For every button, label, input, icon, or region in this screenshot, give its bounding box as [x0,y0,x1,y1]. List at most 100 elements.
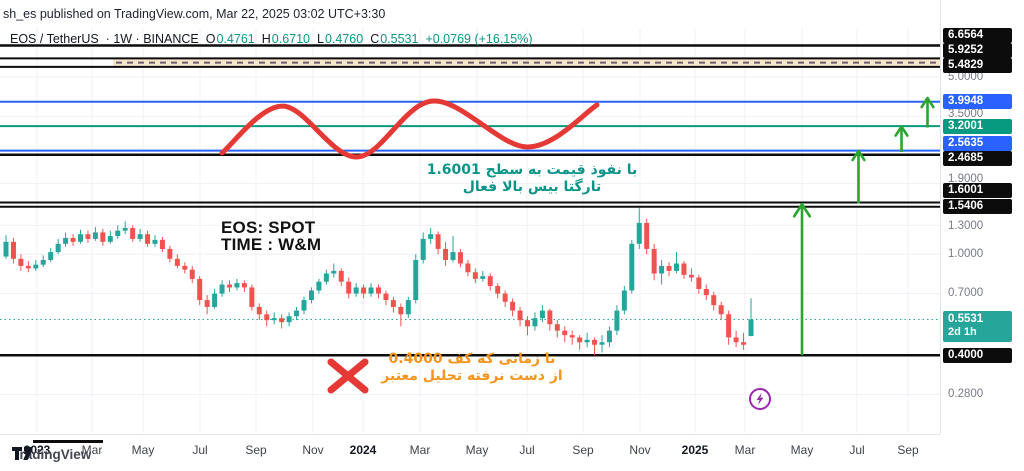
price-label-0.5531[interactable]: 0.5531 2d 1h [943,311,1012,342]
candle-body [301,300,307,311]
symbol-name[interactable]: EOS / TetherUS [10,32,99,46]
candle-body [606,330,612,343]
time-label-2023[interactable]: 2023 [23,443,51,457]
time-label-May[interactable]: May [465,443,489,457]
candle-body [405,300,411,315]
candle-body [368,287,374,294]
time-axis[interactable]: 2023 Mar May Jul Sep Nov 2024 Mar May Jul Sep Nov 20… [0,434,940,461]
time-label-May[interactable]: May [790,443,814,457]
candle-body [472,272,478,279]
candle-body [457,252,463,264]
price-label-1.6001[interactable]: 1.6001 [943,182,1012,198]
green-arrowhead [920,96,929,109]
price-label-5.4829[interactable]: 5.4829 [943,58,1012,73]
candle-body [502,293,508,302]
candle-body [227,284,232,288]
candle-body [33,264,39,269]
candle-body [525,320,530,327]
candle-body [219,284,225,294]
candle-body [167,248,173,259]
time-label-Mar[interactable]: Mar [81,443,103,457]
candle-body [569,335,575,338]
price-axis[interactable]: 6.6564 5.9252 5.4829 5.0000 3.9948 3.5000 3.20… [940,0,1024,434]
spot-text-line1: EOS: SPOT [221,218,316,237]
time-label-2024[interactable]: 2024 [349,443,377,457]
invalidation-note-annotation[interactable]: تا زمانی که کف 0.4000 از دست نرفته تحلیل… [372,351,572,385]
candle-body [487,276,493,286]
candle-body [621,290,627,311]
time-label-Jul[interactable]: Jul [192,443,208,457]
candle-body [55,243,61,253]
price-label-3.9948[interactable]: 3.9948 [943,94,1012,110]
price-label-2.5635[interactable]: 2.5635 [943,136,1012,151]
candle-body [688,274,694,278]
time-label-Sep[interactable]: Sep [245,443,267,457]
price-label-0.7000: 0.7000 [948,287,984,299]
bottom-left-line-mark [33,440,103,443]
price-label-1.0000: 1.0000 [948,248,984,260]
red-x-mark[interactable] [327,358,369,394]
time-label-Nov[interactable]: Nov [302,443,324,457]
time-label-Jul[interactable]: Jul [849,443,865,457]
breakout-note-line2: تارگتا بیس بالا فعال [462,179,602,195]
candle-body [584,339,590,343]
time-label-Jul[interactable]: Jul [519,443,535,457]
candle-body [659,265,665,274]
candle-body [428,234,434,239]
price-label-0.4000[interactable]: 0.4000 [943,347,1012,363]
candle-body [465,263,471,273]
candle-body [323,273,329,282]
time-label-2025[interactable]: 2025 [681,443,709,457]
candle-body [85,234,91,239]
candle-body [696,277,702,289]
breakout-note-annotation[interactable]: با نفوذ قیمت به سطح 1.6001 تارگتا بیس با… [420,162,644,196]
price-label-2.4685[interactable]: 2.4685 [943,151,1012,166]
candle-body [70,237,76,242]
price-label-3.2001[interactable]: 3.2001 [943,119,1012,135]
candle-body [249,287,255,307]
candle-body [390,300,396,307]
price-label-6.6564[interactable]: 6.6564 [943,27,1012,43]
candle-body [644,222,650,249]
green-arrowhead [857,149,866,162]
tradingview-logo[interactable]: TradingView [12,447,91,462]
ohlc-pair: C 0.5531 [370,32,419,46]
candle-body [130,227,136,239]
time-label-Sep[interactable]: Sep [572,443,594,457]
time-label-May[interactable]: May [131,443,155,457]
symbol-legend[interactable]: EOS / TetherUS · 1W · BINANCE O 0.4761 H 0.… [10,32,532,46]
candle-body [63,237,69,244]
price-label-5.9252[interactable]: 5.9252 [943,43,1012,58]
time-label-Mar[interactable]: Mar [734,443,756,457]
candle-body [78,234,83,242]
green-arrowhead [800,202,812,218]
time-label-Mar[interactable]: Mar [409,443,431,457]
candle-body [234,283,240,288]
candle-body [316,281,322,291]
candle-body [137,234,143,239]
tradingview-logo-text: TradingView [12,447,92,462]
time-label-Nov[interactable]: Nov [629,443,651,457]
time-label-Sep[interactable]: Sep [897,443,919,457]
price-label-3.5000: 3.5000 [948,108,984,120]
green-arrowhead [894,125,903,137]
lightning-idea-icon[interactable] [748,387,772,411]
candle-body [10,241,16,259]
candle-body [674,263,679,271]
candle-body [450,252,456,260]
price-label-1.5406[interactable]: 1.5406 [943,199,1012,214]
candle-body [271,318,277,321]
price-label-1.3000: 1.3000 [948,220,984,232]
red-wave-annotation[interactable] [219,98,600,160]
ohlc-pair: L 0.4760 [317,32,364,46]
spot-text-annotation[interactable]: EOS: SPOT TIME : W&M [221,219,321,253]
candle-body [204,300,210,307]
candle-body [577,337,583,343]
candle-body [107,236,113,242]
candle-body [256,306,262,315]
candle-body [189,269,195,279]
candle-body [279,318,285,323]
